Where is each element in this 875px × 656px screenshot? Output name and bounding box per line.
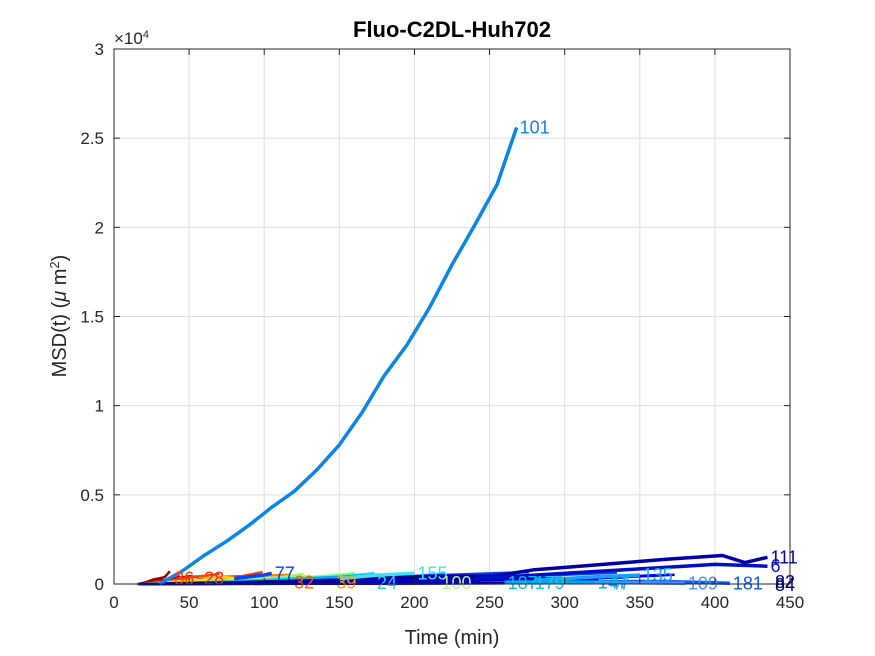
series-line-77 bbox=[233, 571, 273, 581]
y-axis-label-unit: m bbox=[49, 269, 71, 291]
y-ticks: 0 0.5 1 1.5 2 2.5 3 bbox=[80, 40, 790, 594]
y-tick-label: 1 bbox=[95, 397, 104, 416]
series-line-111 bbox=[489, 553, 768, 579]
trajectory-label: 47 bbox=[610, 573, 630, 593]
series-line-135 bbox=[534, 573, 640, 583]
x-tick-label: 0 bbox=[109, 593, 118, 612]
series-label-147: 147 bbox=[598, 572, 628, 592]
x-tick-label: 300 bbox=[550, 593, 578, 612]
chart-title: Fluo-C2DL-Huh702 bbox=[353, 17, 551, 42]
y-tick-label: 1.5 bbox=[80, 308, 104, 327]
x-ticks: 0 50 100 150 200 250 300 350 400 450 bbox=[109, 49, 804, 612]
y-axis-label-main: MSD(t) ( bbox=[49, 301, 71, 377]
x-tick-label: 100 bbox=[250, 593, 278, 612]
y-axis-label-close: ) bbox=[49, 255, 71, 262]
trajectory-label: 100 bbox=[441, 573, 471, 593]
series-label-77: 77 bbox=[275, 563, 295, 583]
trajectory-label: 36 bbox=[174, 569, 194, 589]
trajectory-label: 187 bbox=[508, 573, 538, 593]
trajectory-label: 39 bbox=[336, 573, 356, 593]
trajectory-label: 24 bbox=[377, 573, 397, 593]
x-tick-label: 250 bbox=[475, 593, 503, 612]
y-axis-label: MSD(t) (μ m2) bbox=[47, 255, 72, 378]
y-tick-label: 2 bbox=[95, 218, 104, 237]
x-tick-label: 150 bbox=[325, 593, 353, 612]
y-axis-label-sup: 2 bbox=[47, 261, 62, 268]
series-label-111: 111 bbox=[770, 547, 797, 567]
trajectory-label: 84 bbox=[775, 575, 795, 595]
series-label-6: 6 bbox=[770, 556, 780, 576]
series-label-155: 155 bbox=[417, 563, 447, 583]
x-tick-label: 400 bbox=[701, 593, 729, 612]
y-tick-label: 0 bbox=[95, 575, 104, 594]
series-label-135: 135 bbox=[643, 565, 673, 585]
x-tick-label: 350 bbox=[626, 593, 654, 612]
series-line-6 bbox=[474, 562, 768, 581]
series-line-101 bbox=[158, 126, 519, 586]
x-tick-label: 50 bbox=[180, 593, 199, 612]
series-label-181: 181 bbox=[733, 573, 763, 593]
series-lines bbox=[158, 126, 768, 586]
y-tick-label: 3 bbox=[95, 40, 104, 59]
y-tick-label: 0.5 bbox=[80, 486, 104, 505]
trajectory-label: 179 bbox=[535, 573, 565, 593]
y-multiplier: ×104 bbox=[114, 29, 149, 48]
x-tick-label: 200 bbox=[400, 593, 428, 612]
y-axis-label-mu: μ bbox=[49, 291, 71, 303]
x-tick-label: 450 bbox=[776, 593, 804, 612]
series-line-155 bbox=[339, 571, 415, 581]
x-axis-label: Time (min) bbox=[405, 627, 500, 649]
y-tick-label: 2.5 bbox=[80, 129, 104, 148]
y-multiplier-base: ×10 bbox=[114, 29, 143, 48]
trajectory-label: 32 bbox=[294, 573, 314, 593]
trajectory-line bbox=[150, 574, 515, 586]
trajectory-label: 28 bbox=[204, 569, 224, 589]
series-label-109: 109 bbox=[688, 573, 718, 593]
y-multiplier-exp: 4 bbox=[143, 29, 149, 41]
series-label-101: 101 bbox=[520, 117, 550, 137]
